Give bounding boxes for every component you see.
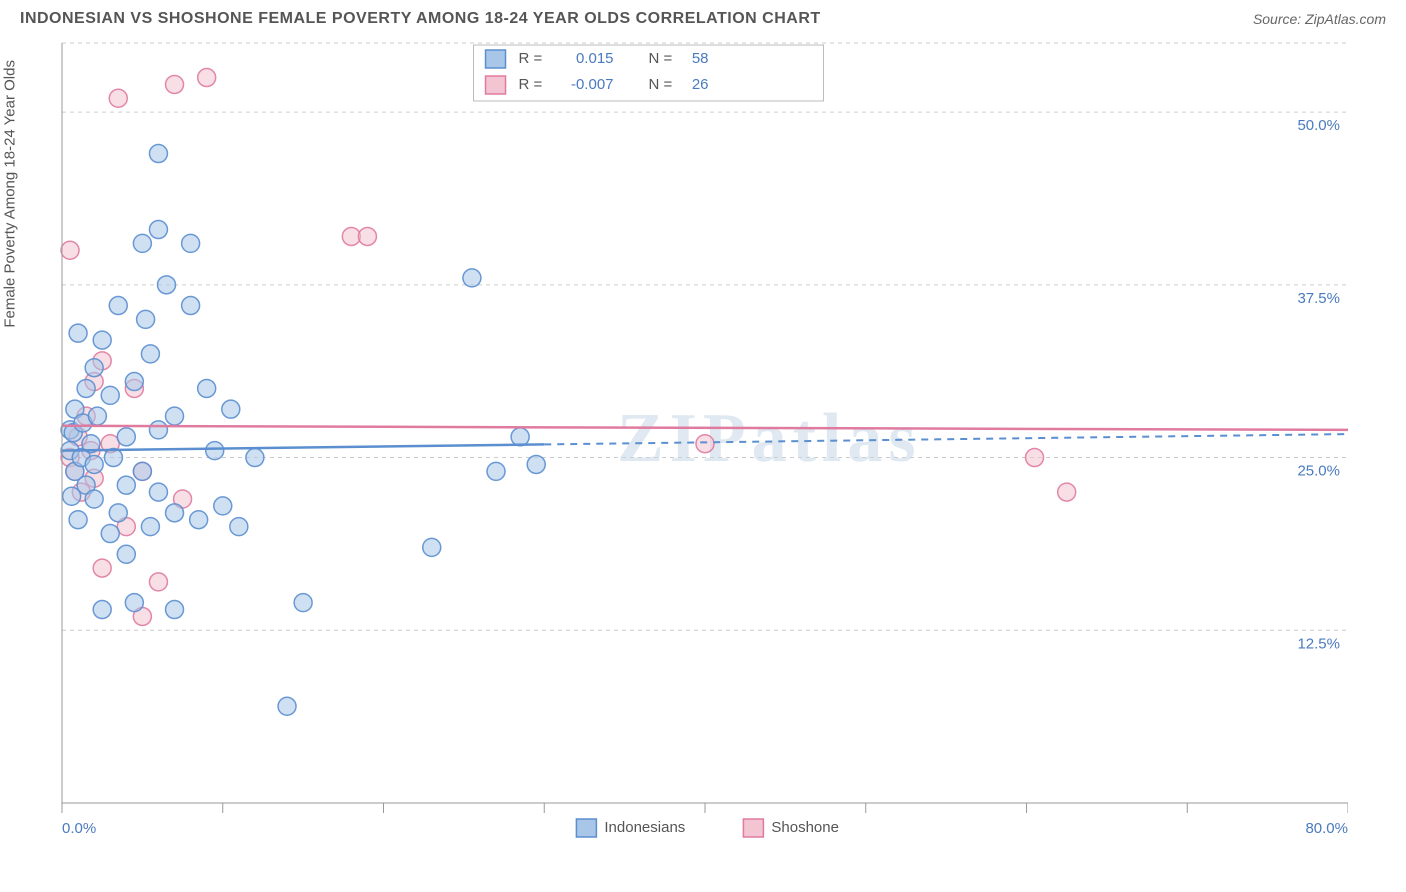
- data-point: [141, 345, 159, 363]
- legend-r-label: R =: [519, 76, 543, 93]
- data-point: [294, 594, 312, 612]
- data-point: [222, 400, 240, 418]
- data-point: [137, 310, 155, 328]
- data-point: [157, 276, 175, 294]
- legend-r-value: 0.015: [576, 50, 614, 67]
- data-point: [109, 504, 127, 522]
- data-point: [246, 449, 264, 467]
- x-tick-label: 80.0%: [1305, 820, 1348, 837]
- legend-swatch: [486, 76, 506, 94]
- legend-bottom: Indonesians Shoshone: [576, 819, 839, 837]
- data-point: [69, 511, 87, 529]
- y-tick-label: 50.0%: [1297, 117, 1340, 134]
- y-tick-label: 37.5%: [1297, 290, 1340, 307]
- legend-r-value: -0.007: [571, 76, 614, 93]
- data-point: [182, 234, 200, 252]
- data-point: [487, 462, 505, 480]
- y-tick-label: 12.5%: [1297, 635, 1340, 652]
- data-point: [149, 421, 167, 439]
- legend-swatch: [486, 50, 506, 68]
- chart-title: INDONESIAN VS SHOSHONE FEMALE POVERTY AM…: [20, 10, 821, 28]
- data-point: [133, 462, 151, 480]
- data-point: [69, 324, 87, 342]
- data-point: [198, 69, 216, 87]
- data-point: [93, 331, 111, 349]
- legend-top: R = 0.015 N = 58 R = -0.007 N = 26: [474, 45, 824, 101]
- data-point: [527, 455, 545, 473]
- data-point: [358, 227, 376, 245]
- data-point: [85, 455, 103, 473]
- data-point: [61, 241, 79, 259]
- data-point: [85, 490, 103, 508]
- data-point: [117, 428, 135, 446]
- data-point: [149, 221, 167, 239]
- data-point: [85, 359, 103, 377]
- data-point: [141, 518, 159, 536]
- data-point: [696, 435, 714, 453]
- data-point: [117, 545, 135, 563]
- legend-n-label: N =: [649, 76, 673, 93]
- data-point: [149, 483, 167, 501]
- data-point: [149, 573, 167, 591]
- data-point: [93, 601, 111, 619]
- scatter-chart: 12.5% 25.0% 37.5% 50.0% ZIPatlas 0.0% 80.0% R =…: [20, 33, 1348, 873]
- data-point: [463, 269, 481, 287]
- legend-swatch: [576, 819, 596, 837]
- source-credit: Source: ZipAtlas.com: [1253, 11, 1386, 27]
- data-point: [1026, 449, 1044, 467]
- data-point: [190, 511, 208, 529]
- trend-line: [62, 444, 544, 450]
- data-point: [1058, 483, 1076, 501]
- data-point: [198, 379, 216, 397]
- data-point: [342, 227, 360, 245]
- data-point: [214, 497, 232, 515]
- data-point: [230, 518, 248, 536]
- data-point: [278, 697, 296, 715]
- legend-label: Shoshone: [771, 819, 839, 836]
- y-axis-label: Female Poverty Among 18-24 Year Olds: [2, 60, 19, 328]
- data-point: [77, 379, 95, 397]
- legend-n-value: 58: [692, 50, 709, 67]
- data-point: [117, 476, 135, 494]
- data-point: [166, 407, 184, 425]
- data-point: [88, 407, 106, 425]
- data-point: [133, 234, 151, 252]
- legend-swatch: [743, 819, 763, 837]
- watermark: ZIPatlas: [617, 400, 922, 477]
- data-point: [125, 594, 143, 612]
- data-point: [93, 559, 111, 577]
- data-point: [423, 538, 441, 556]
- data-point: [101, 386, 119, 404]
- data-point: [109, 89, 127, 107]
- y-tick-label: 25.0%: [1297, 463, 1340, 480]
- legend-n-label: N =: [649, 50, 673, 67]
- data-point: [101, 525, 119, 543]
- x-tick-label: 0.0%: [62, 820, 96, 837]
- data-point: [166, 75, 184, 93]
- legend-r-label: R =: [519, 50, 543, 67]
- legend-n-value: 26: [692, 76, 709, 93]
- data-point: [149, 145, 167, 163]
- data-point: [182, 297, 200, 315]
- data-point: [206, 442, 224, 460]
- data-point: [125, 373, 143, 391]
- legend-label: Indonesians: [604, 819, 685, 836]
- data-point: [166, 601, 184, 619]
- data-point: [109, 297, 127, 315]
- data-point: [166, 504, 184, 522]
- data-point: [511, 428, 529, 446]
